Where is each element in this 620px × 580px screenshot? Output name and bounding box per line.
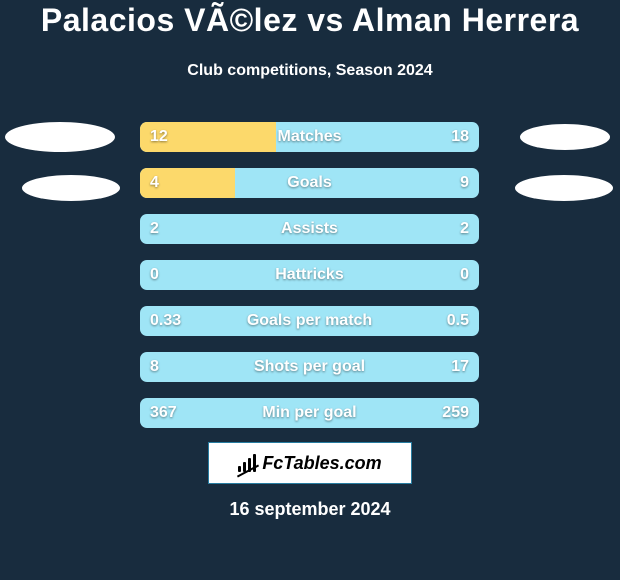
stat-label: Min per goal bbox=[140, 398, 479, 428]
stat-bars-container: 12Matches18 4Goals9 2Assists2 0Hattricks0 0.… bbox=[140, 122, 479, 444]
stat-value-right: 17 bbox=[451, 352, 469, 382]
stat-bar: 12Matches18 bbox=[140, 122, 479, 152]
player-right-club-placeholder bbox=[515, 175, 613, 201]
stat-label: Shots per goal bbox=[140, 352, 479, 382]
stat-value-right: 259 bbox=[442, 398, 469, 428]
stat-value-right: 9 bbox=[460, 168, 469, 198]
branding-text: FcTables.com bbox=[262, 453, 381, 474]
snapshot-date: 16 september 2024 bbox=[0, 499, 620, 520]
stat-bar: 4Goals9 bbox=[140, 168, 479, 198]
page-title: Palacios VÃ©lez vs Alman Herrera bbox=[0, 2, 620, 39]
stat-bar: 8Shots per goal17 bbox=[140, 352, 479, 382]
page-subtitle: Club competitions, Season 2024 bbox=[0, 62, 620, 80]
stat-value-right: 0 bbox=[460, 260, 469, 290]
stat-bar: 0Hattricks0 bbox=[140, 260, 479, 290]
stat-label: Goals per match bbox=[140, 306, 479, 336]
player-left-photo-placeholder bbox=[5, 122, 115, 152]
fctables-logo-icon bbox=[238, 454, 256, 472]
stat-bar: 2Assists2 bbox=[140, 214, 479, 244]
player-right-photo-placeholder bbox=[520, 124, 610, 150]
stat-bar: 367Min per goal259 bbox=[140, 398, 479, 428]
stat-value-right: 18 bbox=[451, 122, 469, 152]
player-left-club-placeholder bbox=[22, 175, 120, 201]
comparison-card: Palacios VÃ©lez vs Alman Herrera Club co… bbox=[0, 0, 620, 580]
branding-badge: FcTables.com bbox=[208, 442, 412, 484]
stat-label: Matches bbox=[140, 122, 479, 152]
stat-value-right: 2 bbox=[460, 214, 469, 244]
stat-label: Assists bbox=[140, 214, 479, 244]
stat-label: Hattricks bbox=[140, 260, 479, 290]
stat-bar: 0.33Goals per match0.5 bbox=[140, 306, 479, 336]
stat-label: Goals bbox=[140, 168, 479, 198]
stat-value-right: 0.5 bbox=[447, 306, 469, 336]
